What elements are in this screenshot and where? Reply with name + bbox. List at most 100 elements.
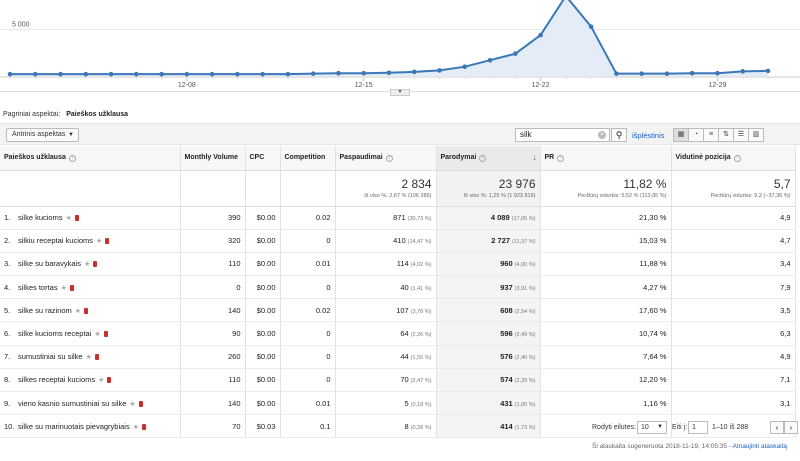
rows-per-page-select[interactable]: 10 ▼ (637, 421, 667, 434)
clicks-cell: 107 (3,78 %) (335, 298, 437, 323)
col-header-competition[interactable]: Competition (280, 146, 336, 171)
clicks-cell: 114 (4,02 %) (335, 252, 437, 277)
query-link[interactable]: silkes tortas (18, 282, 58, 292)
star-icon[interactable]: ★ (83, 261, 91, 269)
x-tick-label: 12-29 (709, 82, 727, 89)
star-icon[interactable]: ★ (60, 284, 67, 292)
cpc-cell: $0.00 (245, 206, 281, 230)
performance-view-icon[interactable]: ≡ (703, 128, 719, 142)
clear-icon[interactable]: × (598, 131, 606, 139)
star-icon[interactable]: ★ (85, 354, 92, 362)
col-header-query[interactable]: Paieškos užklausa? (0, 146, 181, 171)
ctr-cell: 11,88 % (540, 252, 672, 277)
avg-position-cell: 6,3 (671, 321, 796, 346)
search-button[interactable]: ⚲ (611, 128, 627, 142)
data-point (108, 71, 114, 77)
col-header-avg-position[interactable]: Vidutinė pozicija? (671, 146, 796, 171)
col-header-clicks[interactable]: Paspaudimai? (335, 146, 437, 171)
help-icon[interactable]: ? (733, 154, 741, 162)
trash-icon[interactable] (74, 215, 79, 222)
query-link[interactable]: silke su razinom (18, 305, 72, 315)
trash-icon[interactable] (142, 423, 146, 430)
data-point (58, 71, 63, 77)
refresh-report-link[interactable]: Atnaujinti ataskaitą (732, 443, 787, 450)
pivot-view-icon[interactable]: ▥ (748, 128, 764, 142)
table-view-icon[interactable]: ▦ (673, 128, 689, 142)
col-header-monthly-volume[interactable]: Monthly Volume (180, 146, 246, 171)
next-page-button[interactable]: › (784, 421, 798, 434)
trash-icon[interactable] (93, 261, 98, 268)
query-cell: 5. silke su razinom ★ (0, 298, 181, 323)
query-link[interactable]: silke su baravykais (18, 259, 81, 269)
data-point (513, 51, 518, 56)
search-input[interactable]: silk × (515, 128, 610, 142)
goto-page-input[interactable]: 1 (688, 421, 708, 434)
cpc-cell: $0.00 (245, 391, 281, 416)
comparison-view-icon[interactable]: ⇅ (718, 128, 734, 142)
col-header-impressions[interactable]: Parodymai? ↓ (436, 146, 541, 171)
data-point (7, 71, 13, 77)
data-point (689, 70, 695, 76)
query-link[interactable]: sumustiniai su silke (18, 352, 83, 362)
query-link[interactable]: silke kucioms (18, 213, 63, 223)
query-link[interactable]: silke kucioms receptai (18, 329, 92, 339)
data-table: Paieškos užklausa? Monthly Volume CPC Co… (0, 146, 796, 439)
cpc-cell: $0.00 (245, 321, 281, 346)
view-switcher: ▦ ◔ ≡ ⇅ ☰ ▥ (673, 128, 764, 142)
star-icon[interactable]: ★ (132, 423, 139, 431)
trash-icon[interactable] (103, 331, 108, 338)
clicks-cell: 410 (14,47 %) (335, 229, 437, 253)
query-link[interactable]: silkes receptai kucioms (18, 375, 96, 385)
chevron-down-icon: ▼ (657, 424, 663, 430)
star-icon[interactable]: ★ (96, 238, 103, 246)
row-index: 7. (4, 352, 11, 362)
row-index: 6. (4, 329, 11, 339)
trash-icon[interactable] (105, 238, 110, 245)
star-icon[interactable]: ★ (129, 400, 136, 408)
trash-icon[interactable] (138, 400, 143, 407)
star-icon[interactable]: ★ (65, 215, 72, 223)
primary-dimension: Pagriniai aspektai: Paieškos užklausa (3, 111, 128, 118)
competition-cell: 0 (280, 345, 336, 369)
prev-page-button[interactable]: ‹ (770, 421, 784, 434)
trash-icon[interactable] (94, 354, 99, 361)
impressions-cell: 4 089 (17,05 %) (436, 206, 541, 230)
query-link[interactable]: silke su marinuotais pievagrybiais (18, 421, 130, 431)
row-index: 9. (4, 398, 11, 408)
data-point (614, 71, 619, 76)
data-point (664, 71, 670, 76)
query-link[interactable]: silkiu receptai kucioms (18, 236, 94, 246)
query-link[interactable]: vieno kasnio sumustiniai su silke (18, 398, 127, 408)
monthly-volume-cell: 70 (180, 414, 246, 439)
chart-collapse-handle[interactable]: ▾ (390, 89, 410, 96)
term-cloud-view-icon[interactable]: ☰ (733, 128, 749, 142)
help-icon[interactable]: ? (385, 154, 393, 162)
help-icon[interactable]: ? (68, 154, 76, 162)
star-icon[interactable]: ★ (94, 331, 101, 339)
rows-per-page-label: Rodyti eilutes: (592, 424, 636, 431)
help-icon[interactable]: ? (557, 154, 565, 162)
row-index: 1. (4, 213, 11, 223)
secondary-dimension-button[interactable]: Antrinis aspektas ▼ (6, 128, 79, 142)
trash-icon[interactable] (69, 284, 74, 291)
col-header-ctr[interactable]: PR? (540, 146, 672, 171)
query-cell: 2. silkiu receptai kucioms ★ (0, 229, 181, 253)
help-icon[interactable]: ? (479, 154, 487, 162)
totals-row: 2 834 Iš viso %: 2,67 % (106 286) 23 976 I… (0, 170, 796, 207)
trash-icon[interactable] (107, 377, 112, 384)
cpc-cell: $0.00 (245, 229, 281, 253)
pie-view-icon[interactable]: ◔ (688, 128, 704, 142)
col-header-cpc[interactable]: CPC (245, 146, 281, 171)
avg-position-cell: 4,9 (671, 345, 796, 369)
star-icon[interactable]: ★ (74, 307, 82, 315)
primary-dimension-value[interactable]: Paieškos užklausa (66, 111, 129, 118)
advanced-filter-link[interactable]: išplėstinis (632, 131, 665, 140)
impressions-cell: 596 (2,49 %) (436, 321, 541, 346)
star-icon[interactable]: ★ (98, 377, 105, 385)
query-cell: 1. silke kucioms ★ (0, 206, 181, 230)
data-point (260, 71, 265, 77)
monthly-volume-cell: 0 (180, 275, 246, 300)
data-point (134, 71, 139, 77)
trash-icon[interactable] (84, 307, 89, 314)
table-row: 8. silkes receptai kucioms ★ 110 $0.00 0 70 (2,… (0, 368, 796, 393)
